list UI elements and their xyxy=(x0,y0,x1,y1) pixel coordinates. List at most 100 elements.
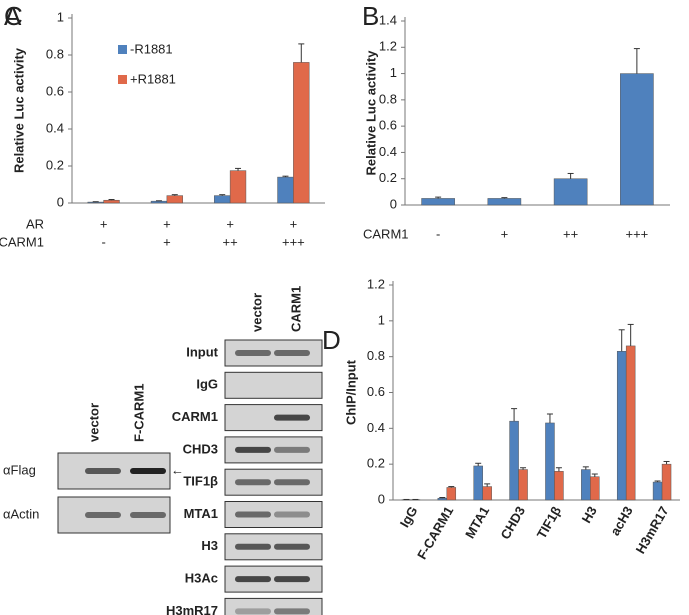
blot-row-label: αActin xyxy=(3,506,39,521)
blot-row-label: CHD3 xyxy=(183,441,218,456)
y-tick-label: 1 xyxy=(378,312,385,327)
x-tick-label: acH3 xyxy=(607,504,636,538)
x-tick-label: H3 xyxy=(579,504,600,526)
bar xyxy=(87,201,104,204)
error-bar xyxy=(501,197,508,199)
band xyxy=(274,543,310,550)
band xyxy=(235,608,271,615)
bar xyxy=(581,469,591,501)
y-tick-label: 0.2 xyxy=(367,456,385,471)
error-bar xyxy=(435,196,442,199)
x-tick-label: TIF1β xyxy=(534,504,564,542)
bar xyxy=(625,345,636,501)
band xyxy=(235,576,271,583)
error-bar xyxy=(567,172,574,179)
band xyxy=(274,479,310,486)
blot-row-label: H3Ac xyxy=(185,571,218,586)
y-tick-label: 1 xyxy=(57,9,64,24)
y-tick-label: 1.2 xyxy=(379,39,397,54)
band xyxy=(274,608,310,615)
x-tick-label: CHD3 xyxy=(497,504,528,542)
y-tick-label: 0.2 xyxy=(46,157,64,172)
row-label: CARM1 xyxy=(0,234,44,249)
bar xyxy=(553,178,588,206)
x-tick-label: F-CARM1 xyxy=(414,504,456,562)
y-tick-label: 0.8 xyxy=(367,348,385,363)
band xyxy=(274,511,310,518)
bar xyxy=(590,476,600,501)
y-tick-label: 1 xyxy=(390,65,397,80)
y-tick-label: 0.6 xyxy=(46,83,64,98)
y-tick-label: 0.8 xyxy=(379,91,397,106)
bar xyxy=(620,73,654,206)
y-tick-label: 0 xyxy=(57,194,64,209)
x-tick-label: + xyxy=(290,216,298,231)
lane-label: F-CARM1 xyxy=(131,384,146,443)
legend-swatch xyxy=(118,45,127,54)
y-tick-label: 0.6 xyxy=(367,384,385,399)
blot-row-label: Input xyxy=(186,344,218,359)
x-tick-label: H3mR17 xyxy=(633,504,672,557)
x-tick-label: - xyxy=(436,226,440,241)
panel-letter: D xyxy=(322,325,341,355)
error-bar xyxy=(475,462,482,466)
x-tick-label: + xyxy=(226,216,234,231)
bar xyxy=(482,486,492,501)
y-tick-label: 0 xyxy=(390,196,397,211)
y-tick-label: 1.2 xyxy=(367,276,385,291)
error-bar xyxy=(654,480,661,483)
panel-letter: B xyxy=(362,1,379,31)
y-tick-label: 0.2 xyxy=(379,170,397,185)
y-tick-label: 0.4 xyxy=(367,420,385,435)
error-bar xyxy=(546,413,553,423)
lane-label: vector xyxy=(249,293,264,332)
error-bar xyxy=(591,473,598,477)
x-tick-label: + xyxy=(163,234,171,249)
error-bar xyxy=(627,323,634,346)
blot-row-label: H3 xyxy=(201,538,218,553)
error-bar xyxy=(282,175,289,178)
legend-label: -R1881 xyxy=(130,41,173,56)
error-bar xyxy=(171,194,178,196)
bar xyxy=(446,487,457,501)
blot-row-label: CARM1 xyxy=(172,409,218,424)
y-tick-label: 0.4 xyxy=(46,120,64,135)
error-bar xyxy=(439,496,446,499)
error-bar xyxy=(108,198,115,201)
band xyxy=(85,468,121,474)
bar xyxy=(509,420,519,501)
bar xyxy=(652,481,663,501)
error-bar xyxy=(448,486,455,488)
error-bar xyxy=(484,483,491,487)
bar xyxy=(150,200,168,204)
error-bar xyxy=(663,460,670,465)
bar xyxy=(487,198,522,206)
y-tick-label: 0.4 xyxy=(379,144,397,159)
panel-letter: C xyxy=(4,1,23,31)
error-bar xyxy=(618,329,625,352)
bar xyxy=(616,351,627,501)
bar xyxy=(473,465,483,501)
error-bar xyxy=(555,467,562,472)
y-tick-label: 0 xyxy=(378,491,385,506)
bar xyxy=(229,170,247,204)
legend-swatch xyxy=(118,75,127,84)
x-tick-label: - xyxy=(101,234,105,249)
x-tick-label: + xyxy=(163,216,171,231)
x-tick-label: IgG xyxy=(397,504,421,530)
band xyxy=(274,350,310,356)
blot xyxy=(224,371,323,399)
arrow: ← xyxy=(171,462,184,477)
bar xyxy=(214,195,231,204)
y-tick-label: 1.4 xyxy=(379,12,397,27)
band xyxy=(274,446,310,453)
bar xyxy=(518,469,528,501)
x-tick-label: + xyxy=(501,226,509,241)
row-label: CARM1 xyxy=(363,226,409,241)
blot-row-label: TIF1β xyxy=(183,474,218,489)
y-axis-label: ChIP/Input xyxy=(343,359,358,425)
band xyxy=(130,468,166,474)
row-label: AR xyxy=(26,216,44,231)
error-bar xyxy=(582,466,589,470)
